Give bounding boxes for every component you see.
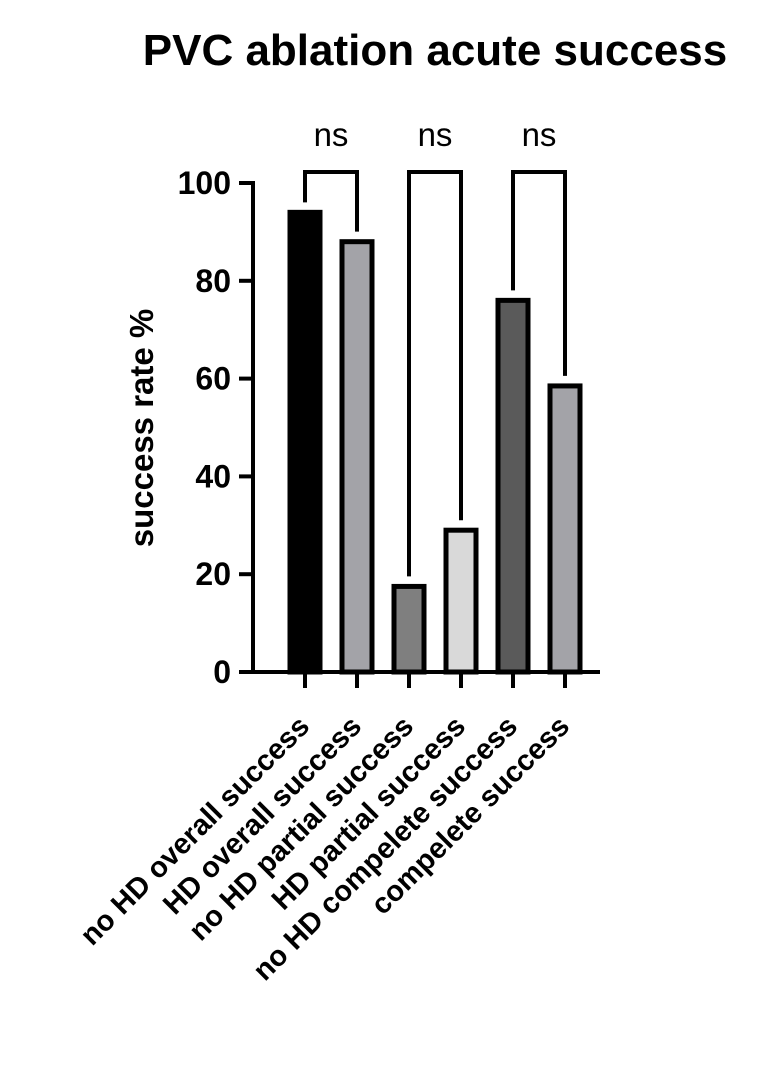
y-tick-label: 80 (195, 263, 231, 299)
significance-label: ns (522, 116, 557, 153)
bar (495, 297, 531, 675)
y-tick-label: 40 (195, 458, 231, 494)
significance-label: ns (418, 116, 453, 153)
significance-brackets: ns ns ns (303, 116, 567, 577)
y-axis-label: success rate % (123, 309, 160, 548)
chart-title: PVC ablation acute success (143, 26, 727, 75)
y-tick-label: 100 (178, 165, 231, 201)
y-tick-label: 0 (213, 654, 231, 690)
y-tick-label: 20 (195, 556, 231, 592)
significance-label: ns (314, 116, 349, 153)
y-axis: 0 20 40 60 80 100 (178, 165, 255, 690)
bar (339, 239, 375, 675)
significance-bracket (407, 170, 463, 577)
significance-bracket (303, 170, 359, 232)
bar (287, 209, 323, 675)
bar (547, 383, 583, 675)
significance-bracket (511, 170, 567, 376)
bars (287, 209, 583, 675)
bar (391, 583, 427, 675)
bar (443, 527, 479, 675)
y-tick-label: 60 (195, 361, 231, 397)
